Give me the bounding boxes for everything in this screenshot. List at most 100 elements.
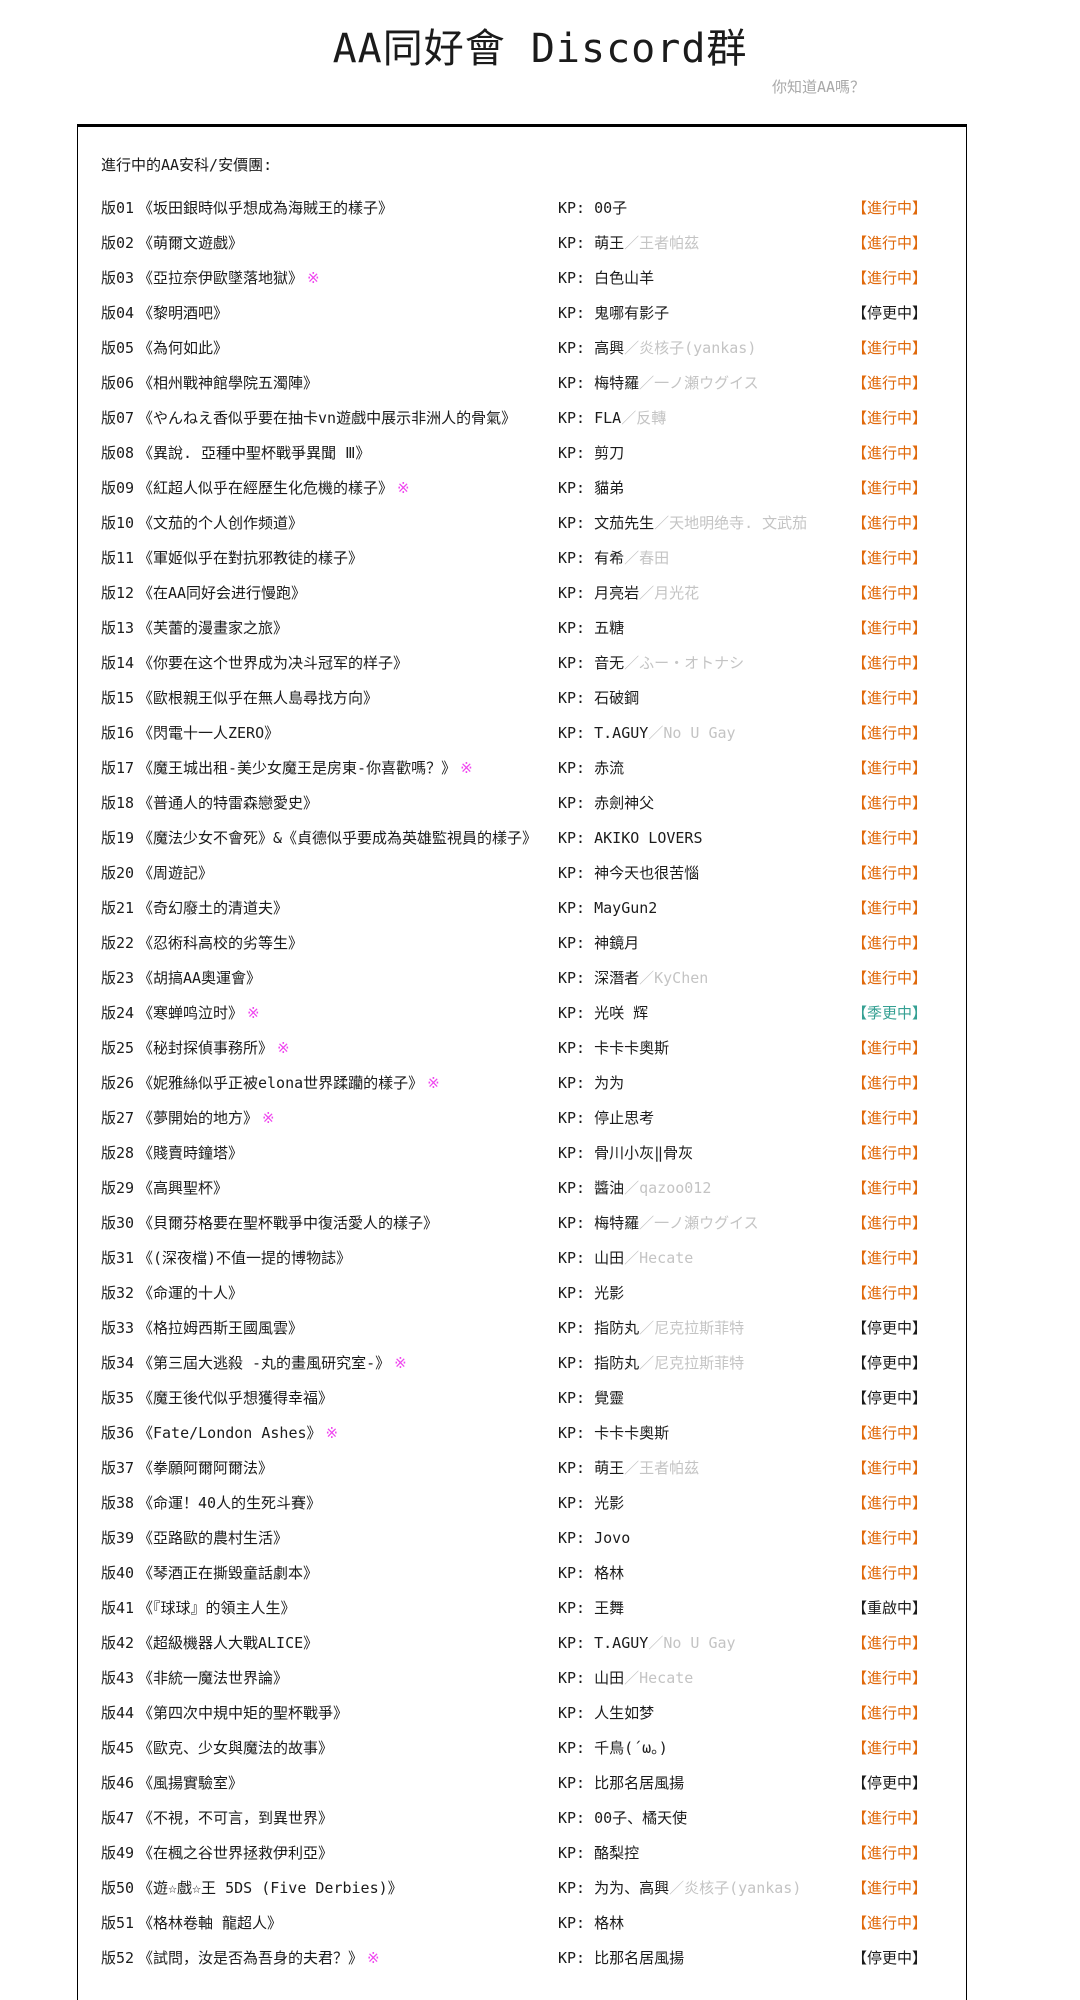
campaign-title: 《萌爾文遊戲》: [138, 234, 244, 252]
campaign-number: 版26: [101, 1074, 135, 1092]
campaign-row: 版07 《やんねえ香似乎要在抽卡vn遊戲中展示非洲人的骨氣》 KP: FLA／反轉 【…: [101, 401, 966, 436]
campaign-title: 《格拉姆西斯王國風雲》: [138, 1319, 304, 1337]
campaign-kp: KP: T.AGUY／No U Gay: [558, 724, 736, 742]
campaign-status-badge: 【進行中】: [852, 864, 928, 882]
campaign-status-badge: 【進行中】: [852, 339, 928, 357]
campaign-kp: KP: 卡卡卡奧斯: [558, 1424, 670, 1442]
campaign-kp-secondary: ／尼克拉斯菲特: [639, 1319, 745, 1337]
campaign-row: 版44 《第四次中規中矩的聖杯戰爭》 KP: 人生如梦 【進行中】: [101, 1696, 966, 1731]
campaign-number: 版19: [101, 829, 135, 847]
featured-star-icon: ※: [367, 1949, 380, 1967]
campaign-title: 《奇幻廢土的清道夫》: [138, 899, 289, 917]
campaign-kp: KP: 指防丸／尼克拉斯菲特: [558, 1354, 745, 1372]
campaign-kp: KP: FLA／反轉: [558, 409, 667, 427]
campaign-title: 《異說. 亞種中聖杯戰爭異聞 Ⅲ》: [138, 444, 371, 462]
campaign-status-badge: 【進行中】: [852, 969, 928, 987]
campaign-status-badge: 【進行中】: [852, 1039, 928, 1057]
campaign-row: 版23 《胡搞AA奧運會》 KP: 深潛者／KyChen 【進行中】: [101, 961, 966, 996]
campaign-number: 版27: [101, 1109, 135, 1127]
campaign-title: 《忍術科高校的劣等生》: [138, 934, 304, 952]
campaign-title: 《琴酒正在撕毀童話劇本》: [138, 1564, 319, 1582]
campaign-kp: KP: 指防丸／尼克拉斯菲特: [558, 1319, 745, 1337]
campaign-kp: KP: 赤流: [558, 759, 625, 777]
campaign-row: 版34 《第三屆大逃殺 -丸的畫風研究室-》 ※ KP: 指防丸／尼克拉斯菲特 【停更中…: [101, 1346, 966, 1381]
campaign-number: 版16: [101, 724, 135, 742]
campaign-kp: KP: 卡卡卡奧斯: [558, 1039, 670, 1057]
campaign-status-badge: 【進行中】: [852, 934, 928, 952]
campaign-status-badge: 【進行中】: [852, 549, 928, 567]
campaign-number: 版12: [101, 584, 135, 602]
campaign-title: 《魔法少女不會死》&《貞德似乎要成為英雄監視員的樣子》: [138, 829, 538, 847]
page-title: AA同好會 Discord群: [332, 26, 748, 72]
campaign-status-badge: 【停更中】: [852, 1319, 928, 1337]
campaign-title: 《高興聖杯》: [138, 1179, 229, 1197]
campaign-number: 版10: [101, 514, 135, 532]
campaign-number: 版41: [101, 1599, 135, 1617]
campaign-number: 版52: [101, 1949, 135, 1967]
campaign-status-badge: 【季更中】: [852, 1004, 928, 1022]
featured-star-icon: ※: [394, 1354, 407, 1372]
campaign-row: 版42 《超級機器人大戰ALICE》 KP: T.AGUY／No U Gay 【進行中…: [101, 1626, 966, 1661]
campaign-row: 版14 《你要在这个世界成为决斗冠军的样子》 KP: 音无／ふー・オトナシ 【進行中】: [101, 646, 966, 681]
campaign-status-badge: 【進行中】: [852, 269, 928, 287]
campaign-title: 《歐克、少女與魔法的故事》: [138, 1739, 334, 1757]
campaign-title: 《風揚實驗室》: [138, 1774, 244, 1792]
campaign-number: 版34: [101, 1354, 135, 1372]
campaign-number: 版43: [101, 1669, 135, 1687]
campaign-row: 版05 《為何如此》 KP: 高興／炎核子(yankas) 【進行中】: [101, 331, 966, 366]
campaign-kp: KP: 覺靈: [558, 1389, 625, 1407]
campaign-title: 《黎明酒吧》: [138, 304, 229, 322]
campaign-title: 《貝爾芬格要在聖杯戰爭中復活愛人的樣子》: [138, 1214, 439, 1232]
campaign-kp: KP: 00子: [558, 199, 628, 217]
featured-star-icon: ※: [307, 269, 320, 287]
campaign-number: 版05: [101, 339, 135, 357]
campaign-status-badge: 【進行中】: [852, 584, 928, 602]
campaign-title: 《閃電十一人ZERO》: [138, 724, 280, 742]
campaign-kp: KP: AKIKO LOVERS: [558, 829, 703, 847]
campaign-kp-secondary: ／Hecate: [624, 1669, 694, 1687]
campaign-kp-secondary: ／炎核子(yankas): [669, 1879, 802, 1897]
campaign-title: 《普通人的特雷森戀愛史》: [138, 794, 319, 812]
campaign-status-badge: 【進行中】: [852, 1074, 928, 1092]
featured-star-icon: ※: [397, 479, 410, 497]
campaign-kp: KP: 停止思考: [558, 1109, 655, 1127]
campaign-row: 版52 《試問，汝是否為吾身的夫君？》 ※ KP: 比那名居風揚 【停更中】: [101, 1941, 966, 1976]
campaign-title: 《賤賣時鐘塔》: [138, 1144, 244, 1162]
campaign-title: 《妮雅絲似乎正被elona世界蹂躪的樣子》 ※: [138, 1074, 440, 1092]
campaign-kp: KP: 梅特羅／一ノ瀬ウグイス: [558, 1214, 759, 1232]
campaign-title: 《やんねえ香似乎要在抽卡vn遊戲中展示非洲人的骨氣》: [138, 409, 517, 427]
campaign-kp-secondary: ／Hecate: [624, 1249, 694, 1267]
campaign-kp: KP: 酪梨控: [558, 1844, 640, 1862]
page-subtitle: 你知道AA嗎？: [771, 78, 865, 96]
campaign-title: 《命運的十人》: [138, 1284, 244, 1302]
campaign-kp-secondary: ／No U Gay: [648, 724, 736, 742]
campaign-row: 版19 《魔法少女不會死》&《貞德似乎要成為英雄監視員的樣子》 KP: AKIKO …: [101, 821, 966, 856]
campaign-number: 版11: [101, 549, 135, 567]
campaign-kp-secondary: ／月光花: [639, 584, 700, 602]
campaign-status-badge: 【進行中】: [852, 1914, 928, 1932]
campaign-kp-secondary: ／ふー・オトナシ: [624, 654, 745, 672]
campaign-kp: KP: 赤劍神父: [558, 794, 655, 812]
featured-star-icon: ※: [325, 1424, 339, 1442]
campaign-title: 《秘封探偵事務所》 ※: [138, 1039, 290, 1057]
campaign-number: 版20: [101, 864, 135, 882]
campaign-kp-secondary: ／天地明绝寺. 文武茄: [654, 514, 808, 532]
campaign-status-badge: 【停更中】: [852, 1389, 928, 1407]
campaign-status-badge: 【進行中】: [852, 794, 928, 812]
campaign-kp: KP: 格林: [558, 1564, 625, 1582]
campaign-number: 版33: [101, 1319, 135, 1337]
campaign-status-badge: 【進行中】: [852, 724, 928, 742]
campaign-kp: KP: 格林: [558, 1914, 625, 1932]
campaign-row: 版28 《賤賣時鐘塔》 KP: 骨川小灰‖骨灰 【進行中】: [101, 1136, 966, 1171]
campaign-status-badge: 【停更中】: [852, 1774, 928, 1792]
campaign-status-badge: 【進行中】: [852, 1494, 928, 1512]
campaign-row: 版21 《奇幻廢土的清道夫》 KP: MayGun2 【進行中】: [101, 891, 966, 926]
campaign-kp-secondary: ／尼克拉斯菲特: [639, 1354, 745, 1372]
campaign-kp: KP: 神鏡月: [558, 934, 640, 952]
campaign-title: 《非統一魔法世界論》: [138, 1669, 289, 1687]
campaign-status-badge: 【進行中】: [852, 1459, 928, 1477]
campaign-title: 《夢開始的地方》 ※: [138, 1109, 275, 1127]
campaign-title: 《在楓之谷世界拯救伊利亞》: [138, 1844, 334, 1862]
campaign-number: 版08: [101, 444, 135, 462]
